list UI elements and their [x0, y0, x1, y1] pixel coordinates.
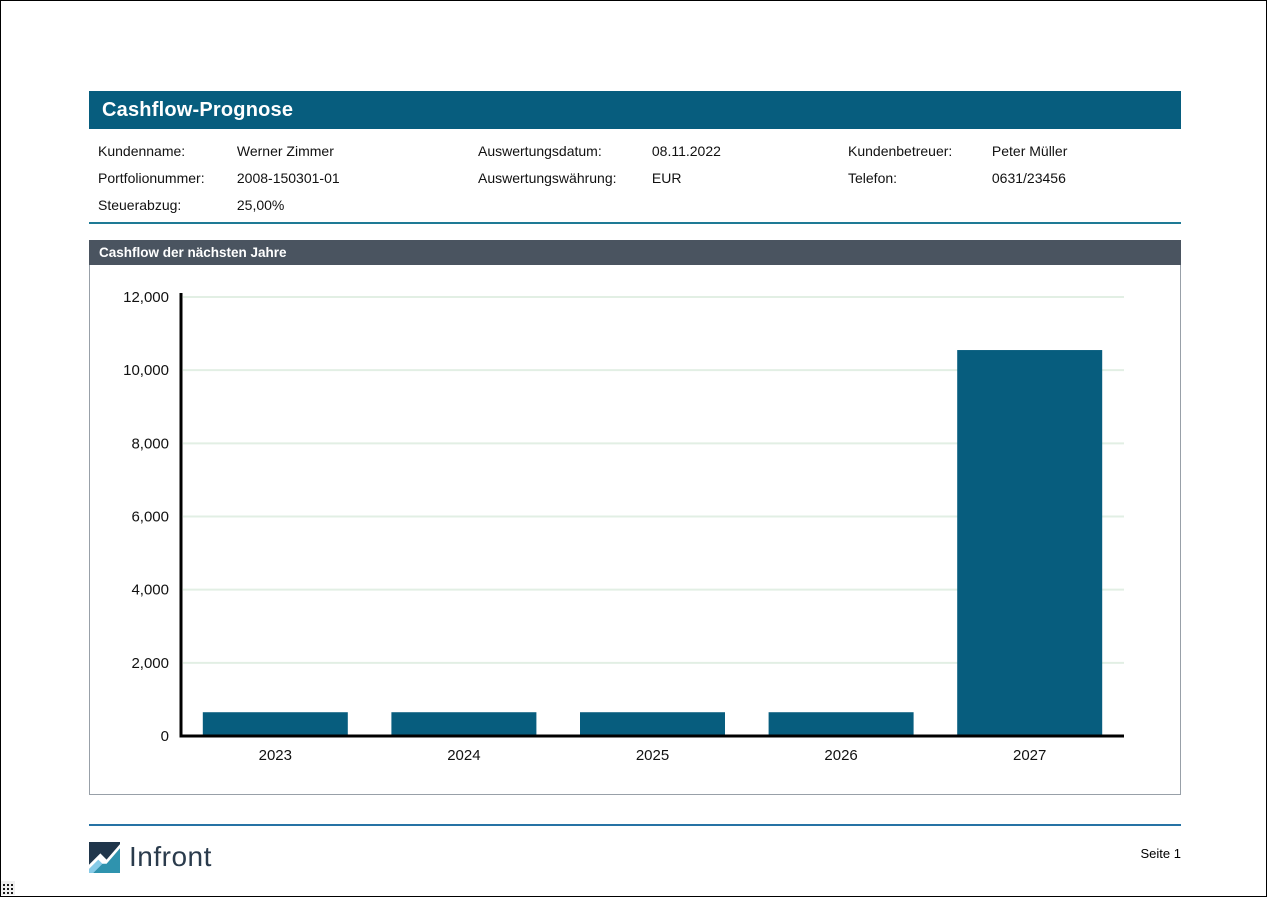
info-value: 2008-150301-01	[236, 170, 340, 186]
svg-text:4,000: 4,000	[131, 582, 169, 599]
svg-text:12,000: 12,000	[123, 289, 169, 306]
info-column-evaluation: Auswertungsdatum: 08.11.2022 Auswertungs…	[478, 138, 721, 192]
svg-text:2023: 2023	[259, 747, 292, 764]
svg-text:0: 0	[161, 728, 169, 745]
info-row: Kundenname: Werner Zimmer	[98, 138, 340, 165]
svg-text:10,000: 10,000	[123, 362, 169, 379]
info-label: Auswertungswährung:	[478, 170, 617, 186]
info-row: Portfolionummer: 2008-150301-01	[98, 165, 340, 192]
info-row: Steuerabzug: 25,00%	[98, 192, 340, 219]
svg-text:2027: 2027	[1013, 747, 1046, 764]
brand-logo: Infront	[89, 841, 212, 873]
info-label: Kundenname:	[98, 143, 186, 159]
info-value: EUR	[651, 170, 682, 186]
info-value: Werner Zimmer	[236, 143, 334, 159]
infront-logo-icon	[89, 841, 120, 873]
info-value: 25,00%	[236, 197, 285, 213]
info-label: Auswertungsdatum:	[478, 143, 602, 159]
chart-panel: Cashflow der nächsten Jahre 0 2,000 4,000 6…	[89, 240, 1181, 795]
svg-text:8,000: 8,000	[131, 435, 169, 452]
footer-divider-line	[89, 824, 1181, 826]
svg-text:2024: 2024	[447, 747, 480, 764]
info-column-client: Kundenname: Werner Zimmer Portfolionumme…	[98, 138, 340, 219]
chart-panel-body: 0 2,000 4,000 6,000 8,000 10,000 12,000 2023 202…	[89, 265, 1181, 795]
svg-text:2025: 2025	[636, 747, 669, 764]
page-number: Seite 1	[1140, 845, 1181, 861]
info-label: Portfolionummer:	[98, 170, 205, 186]
info-label: Kundenbetreuer:	[848, 143, 953, 159]
cashflow-bar-chart: 0 2,000 4,000 6,000 8,000 10,000 12,000 2023 202…	[123, 289, 1124, 764]
info-row: Auswertungswährung: EUR	[478, 165, 721, 192]
info-row: Kundenbetreuer: Peter Müller	[848, 138, 1067, 165]
chart-panel-title: Cashflow der nächsten Jahre	[89, 240, 1181, 265]
info-row: Auswertungsdatum: 08.11.2022	[478, 138, 721, 165]
svg-text:6,000: 6,000	[131, 509, 169, 526]
info-value: 08.11.2022	[651, 143, 721, 159]
grid-handle-icon	[1, 881, 15, 895]
page-title: Cashflow-Prognose	[89, 91, 1181, 129]
brand-wordmark: Infront	[129, 841, 212, 872]
info-column-advisor: Kundenbetreuer: Peter Müller Telefon: 06…	[848, 138, 1067, 192]
footer: Infront Seite 1	[89, 837, 1181, 877]
info-value: Peter Müller	[991, 143, 1068, 159]
info-row: Telefon: 0631/23456	[848, 165, 1067, 192]
info-value: 0631/23456	[991, 170, 1066, 186]
info-divider-line	[89, 222, 1181, 224]
svg-text:2026: 2026	[824, 747, 857, 764]
info-label: Telefon:	[848, 170, 898, 186]
client-info-block: Kundenname: Werner Zimmer Portfolionumme…	[89, 138, 1181, 220]
svg-text:2,000: 2,000	[131, 655, 169, 672]
info-label: Steuerabzug:	[98, 197, 182, 213]
